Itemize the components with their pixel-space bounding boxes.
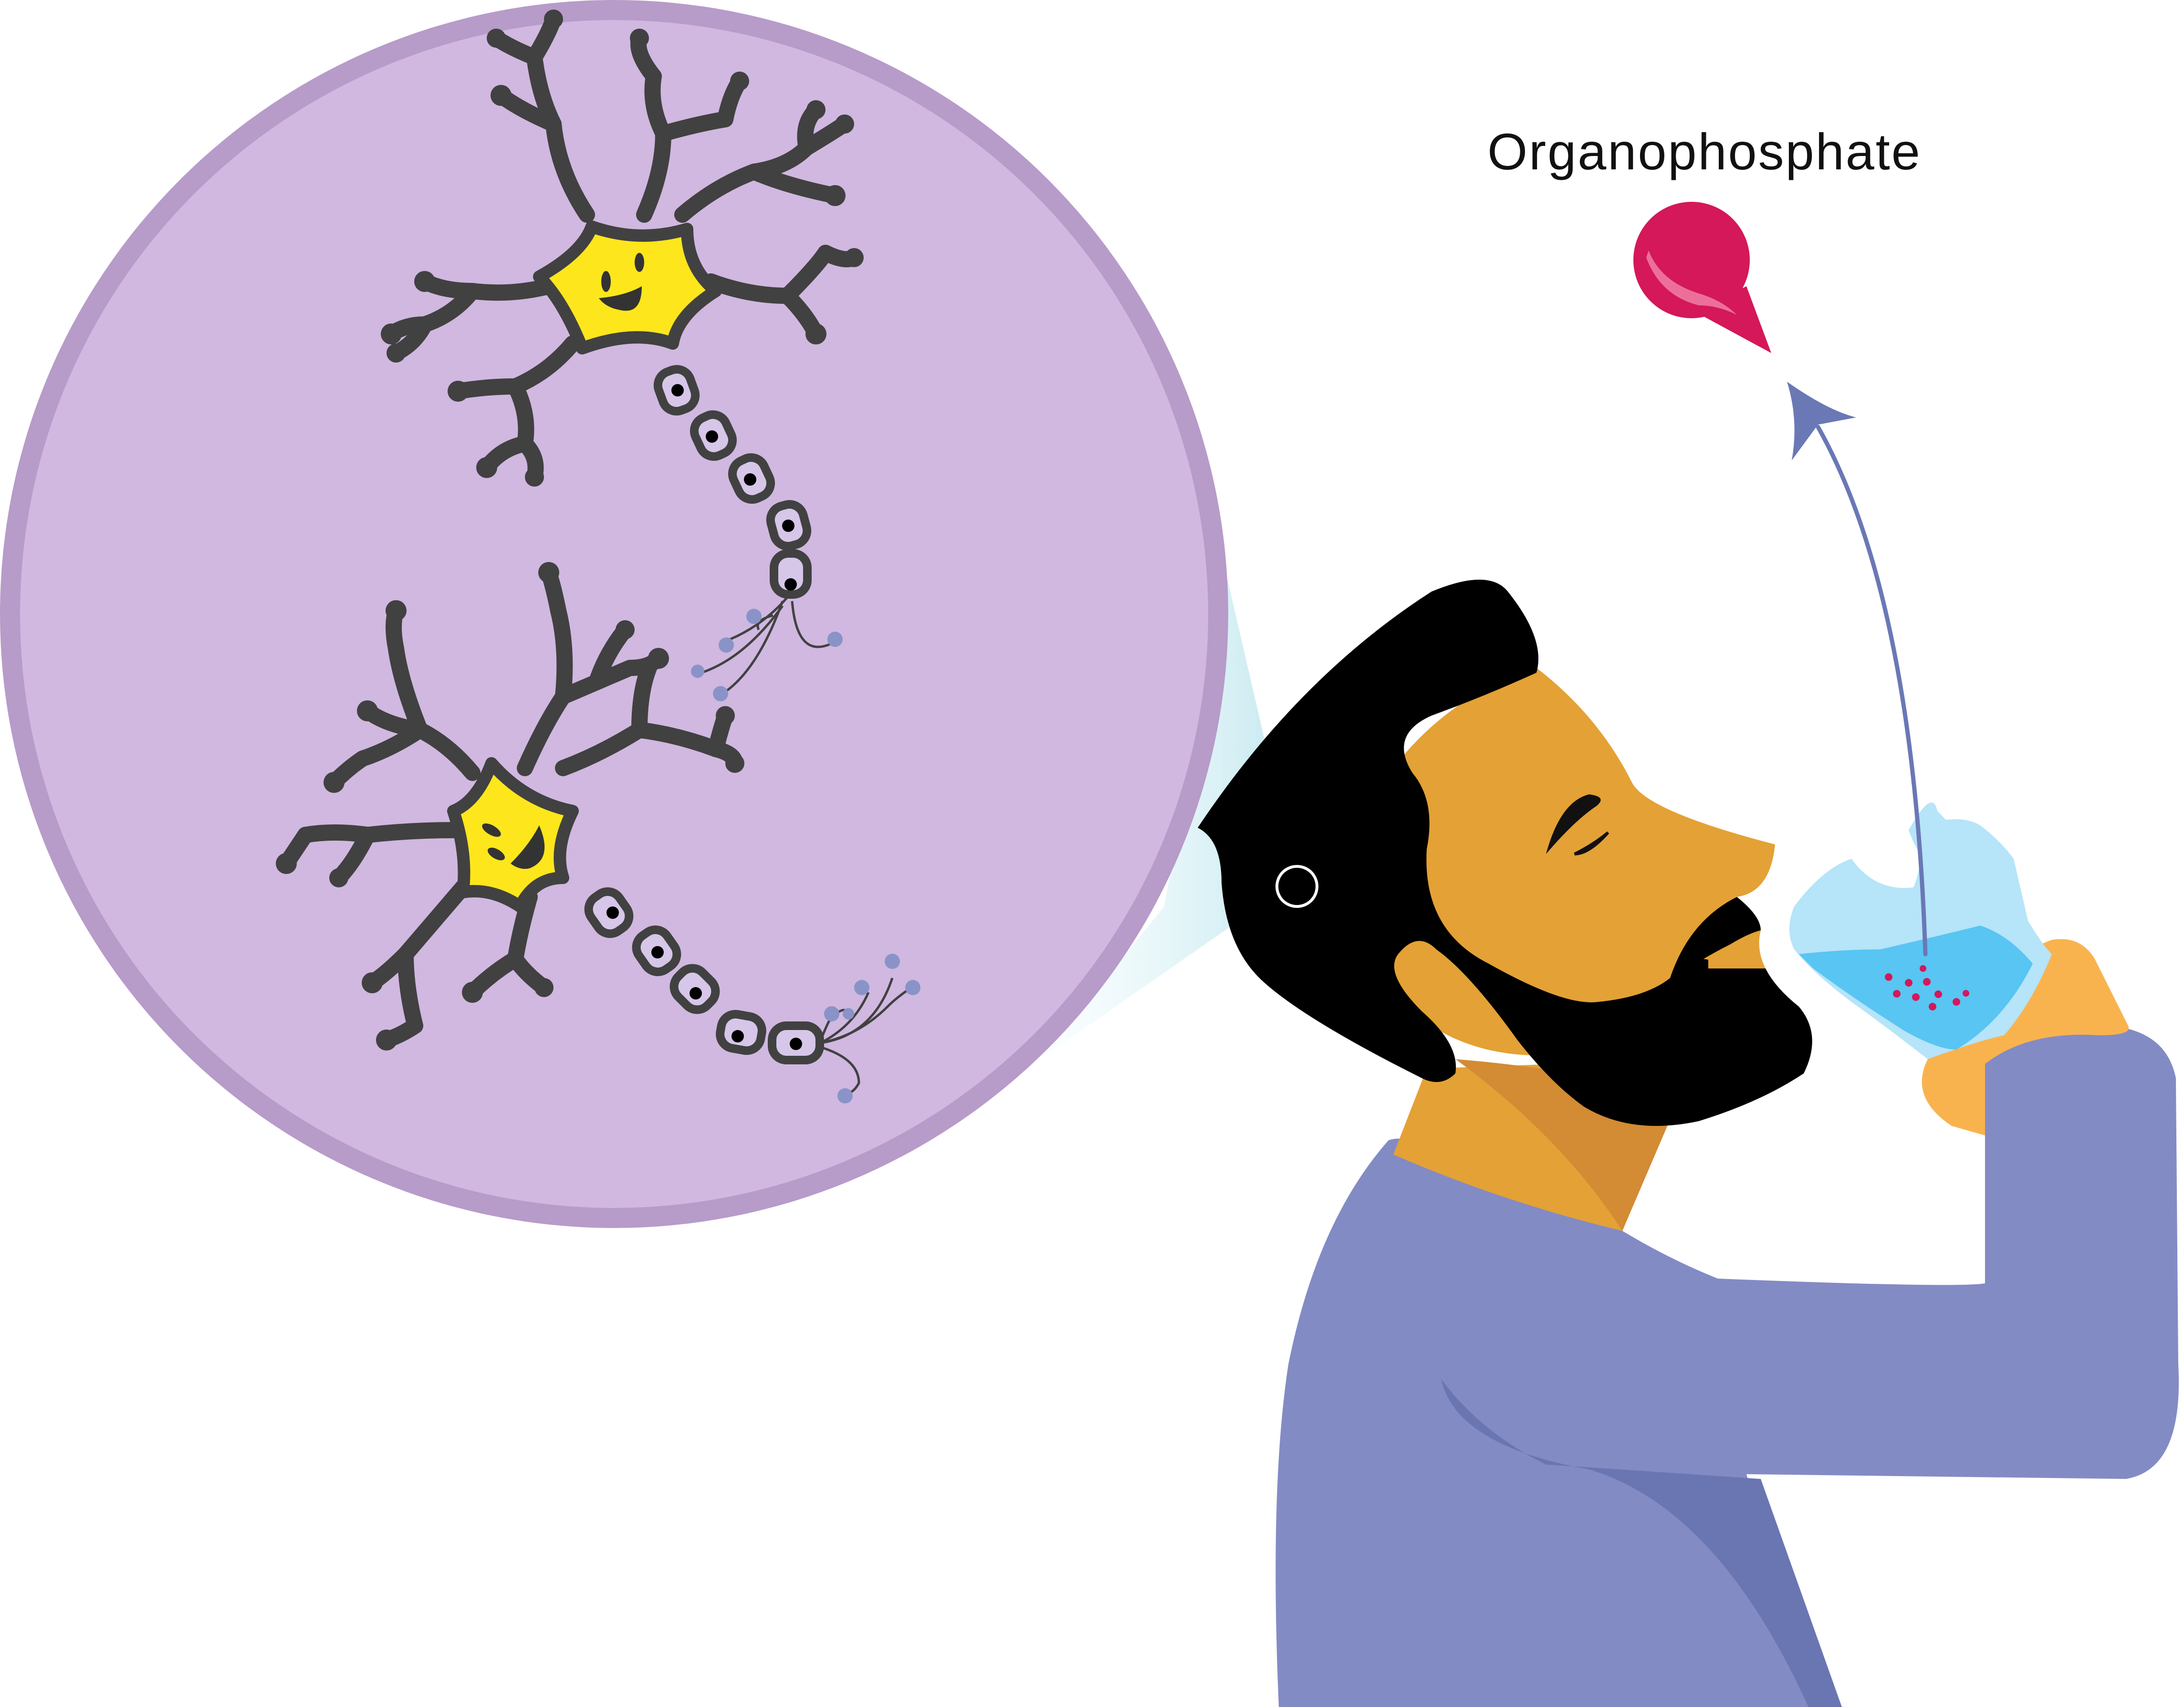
toxin-drop-icon	[1633, 202, 1771, 353]
toxin-label: Organophosphate	[1487, 123, 1922, 180]
zoom-beam	[1040, 570, 1297, 1059]
neurotransmitter-dots	[824, 954, 920, 1103]
neurotransmitter-dots	[691, 609, 843, 701]
person-drinking-icon	[1198, 580, 2179, 1707]
hand	[1922, 939, 2129, 1135]
neuron-icon	[381, 10, 864, 487]
neuron-icon	[276, 562, 744, 1051]
magnifier-circle	[0, 0, 1228, 1228]
drip-stream	[1787, 382, 1928, 957]
toxin-particles	[1885, 965, 1969, 1010]
eye	[1546, 794, 1601, 854]
water	[1799, 926, 2033, 1050]
hair-beard	[1198, 580, 1812, 1126]
shirt-shadow	[1441, 1379, 1842, 1707]
drinking-glass-icon	[1789, 802, 2052, 1059]
ear-marker	[1275, 865, 1318, 908]
